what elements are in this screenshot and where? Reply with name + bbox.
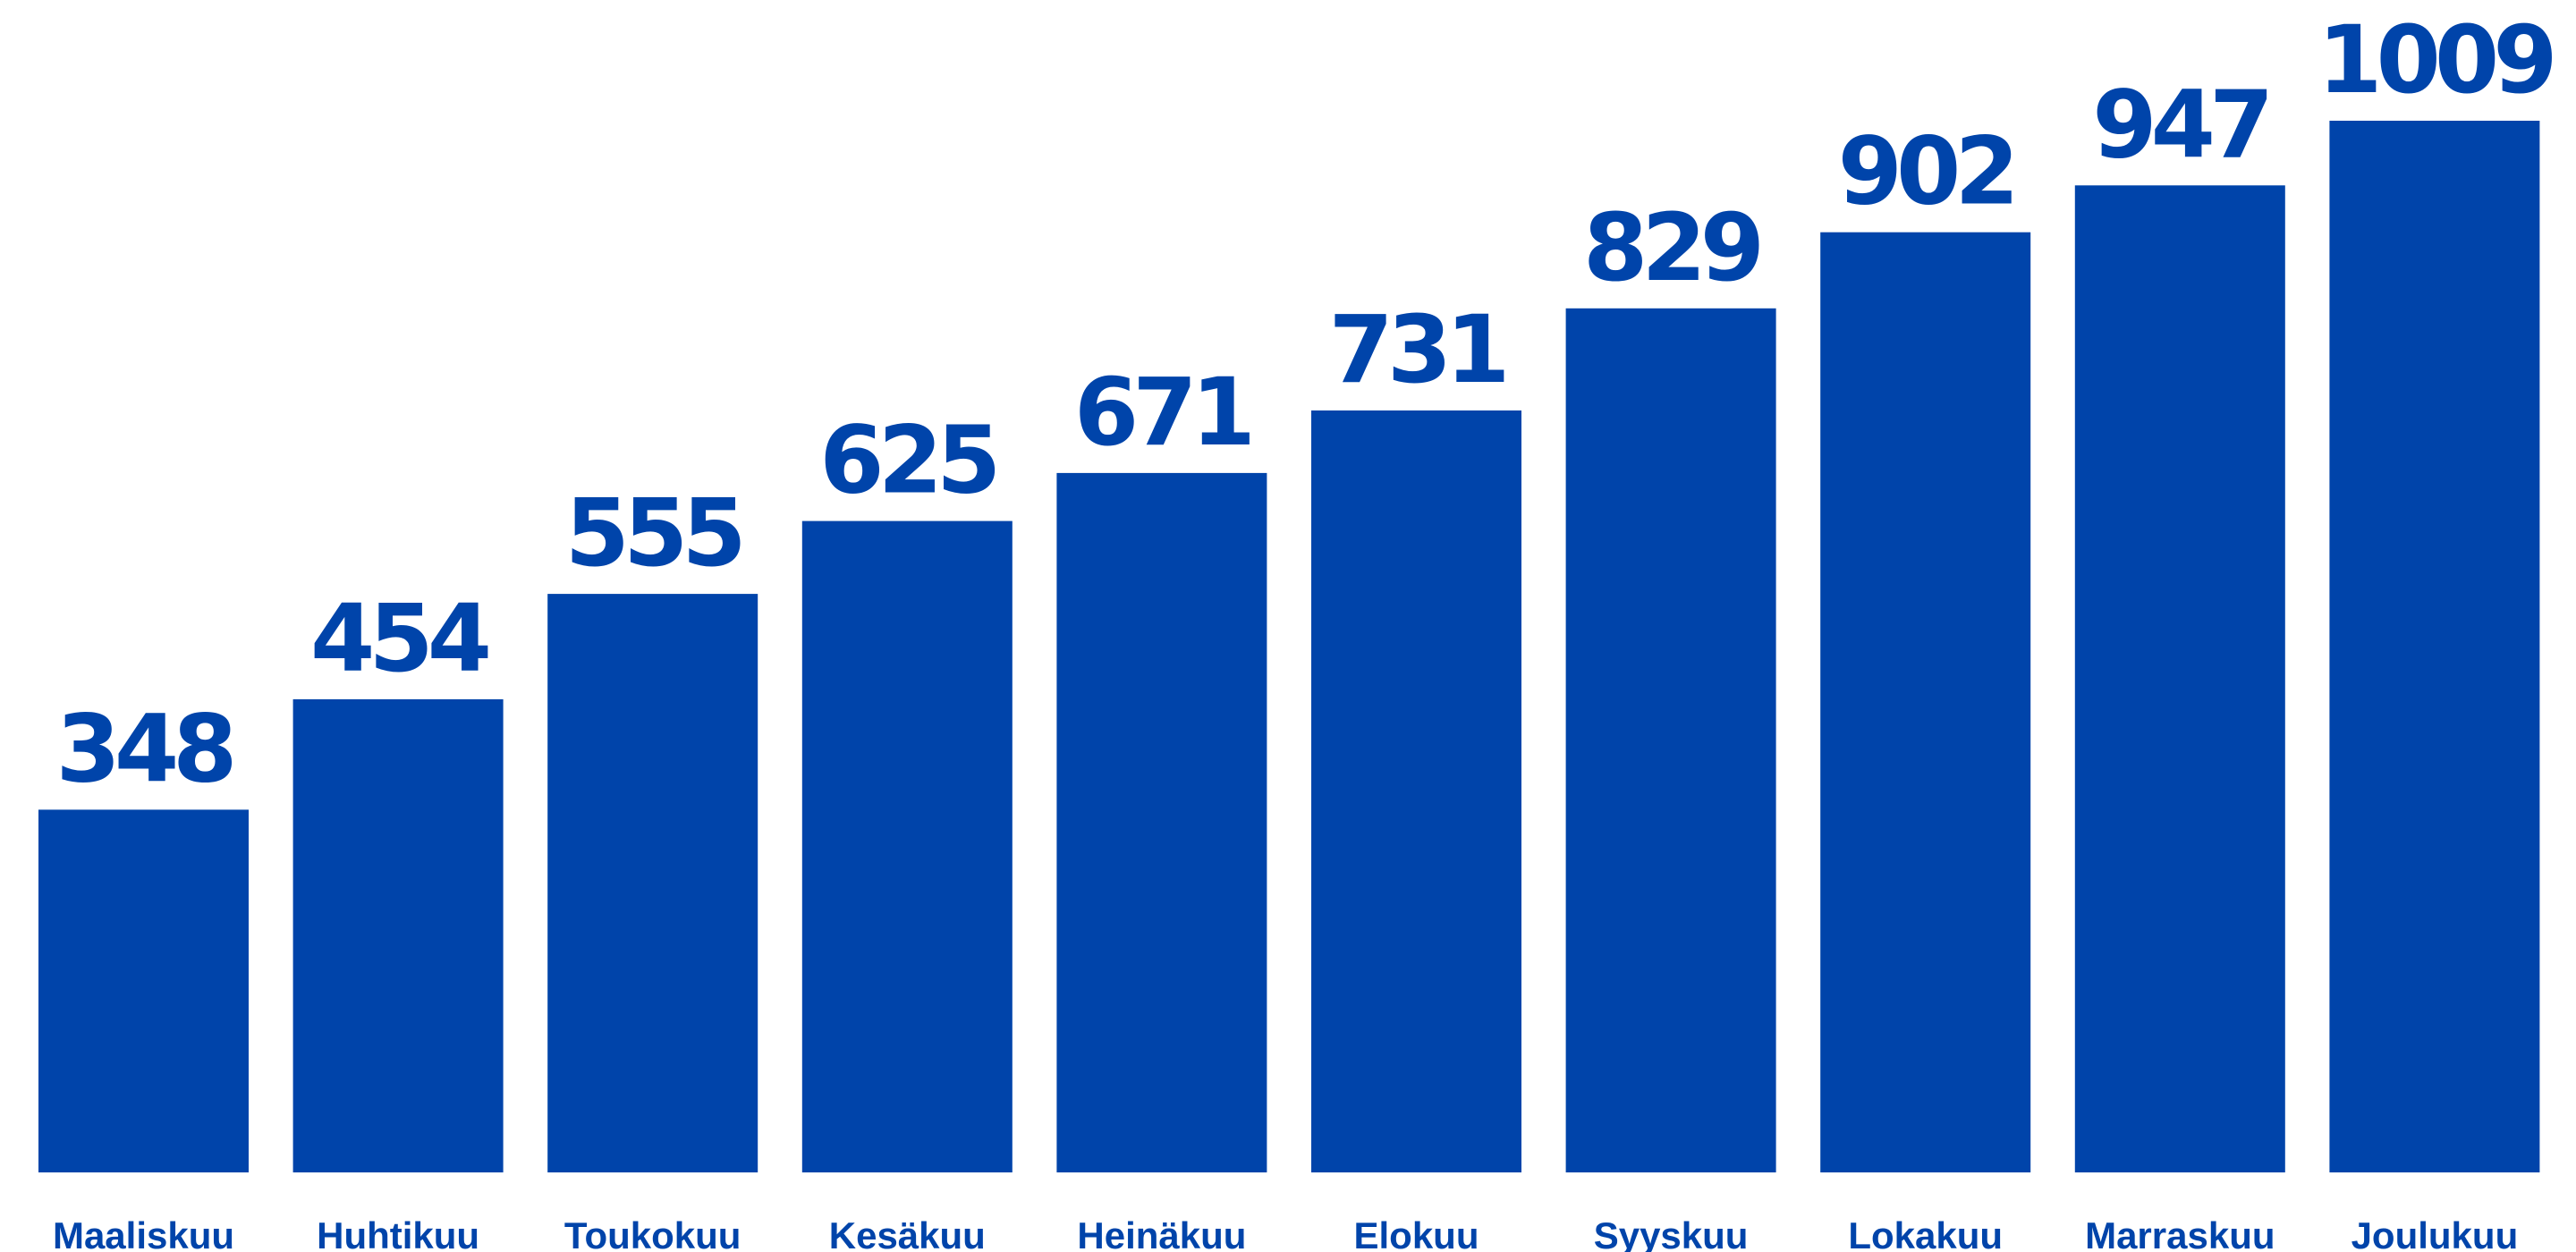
value-label: 1009: [2318, 5, 2552, 114]
category-label: Joulukuu: [2351, 1214, 2519, 1252]
category-label: Kesäkuu: [829, 1214, 986, 1252]
category-labels-group: Maaliskuu Huhtikuu Toukokuu Kesäkuu Heinäkuu…: [53, 1214, 2518, 1252]
category-label: Lokakuu: [1848, 1214, 2003, 1252]
bar-maaliskuu: [38, 809, 249, 1172]
bar-elokuu: [1311, 410, 1521, 1172]
value-label: 348: [55, 694, 232, 803]
category-label: Syyskuu: [1594, 1214, 1749, 1252]
bars-group: [38, 121, 2540, 1173]
category-label: Huhtikuu: [317, 1214, 479, 1252]
value-label: 902: [1838, 117, 2013, 226]
bar-huhtikuu: [292, 698, 504, 1172]
bar-lokakuu: [1820, 232, 2031, 1173]
bar-syyskuu: [1565, 308, 1776, 1172]
bar-toukokuu: [547, 594, 758, 1172]
value-label: 829: [1583, 193, 1759, 302]
value-label: 671: [1074, 358, 1250, 467]
bar-marraskuu: [2074, 185, 2285, 1172]
value-label: 731: [1328, 295, 1504, 404]
bar-heinäkuu: [1056, 472, 1267, 1172]
category-label: Maaliskuu: [53, 1214, 234, 1252]
value-label: 947: [2092, 70, 2267, 179]
value-labels-group: 348 454 555 625 671 731 829 902 947 1009: [55, 5, 2558, 803]
category-label: Heinäkuu: [1077, 1214, 1246, 1252]
value-label: 555: [565, 478, 741, 588]
value-label: 454: [310, 584, 488, 693]
bar-kesäkuu: [801, 520, 1013, 1172]
category-label: Elokuu: [1353, 1214, 1479, 1252]
category-label: Toukokuu: [564, 1214, 741, 1252]
bar-joulukuu: [2329, 121, 2540, 1172]
category-label: Marraskuu: [2085, 1214, 2275, 1252]
value-label: 625: [819, 406, 996, 515]
